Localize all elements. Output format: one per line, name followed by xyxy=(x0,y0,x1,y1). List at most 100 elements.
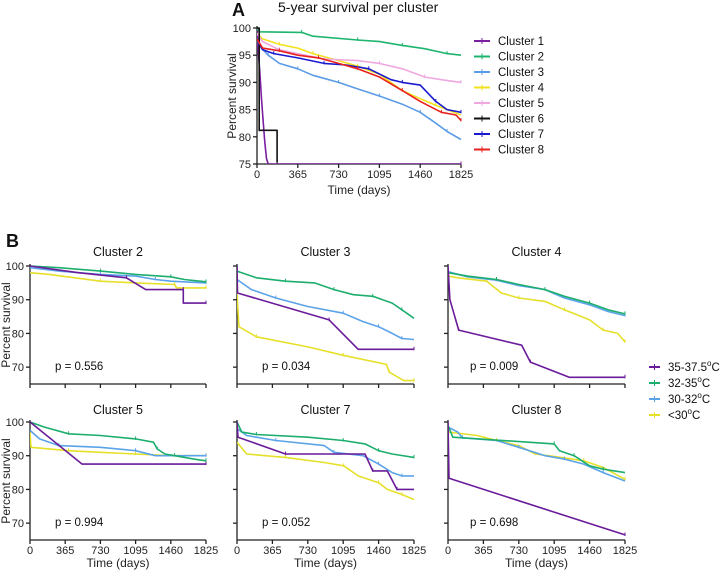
x-tick-label: 0 xyxy=(445,545,451,557)
series-line-35-37-5-c xyxy=(448,265,625,379)
y-tick-label: 75 xyxy=(239,159,251,171)
legend-label: <30oC xyxy=(668,407,700,422)
x-axis-title: Time (days) xyxy=(87,556,150,570)
series-line-30-32-c xyxy=(448,270,626,317)
x-tick-label: 1825 xyxy=(449,169,473,181)
x-tick-label: 1825 xyxy=(613,545,637,557)
x-tick-label: 365 xyxy=(289,169,307,181)
series-line-32-35-c xyxy=(237,421,415,459)
legend-label: 35-37.5oC xyxy=(668,359,720,374)
legend-label-degree: o xyxy=(688,407,693,416)
series-line--30-c xyxy=(448,275,626,343)
series-line-35-37-5-c xyxy=(237,421,414,491)
y-tick-label: 100 xyxy=(233,23,251,35)
x-tick-label: 1460 xyxy=(159,545,183,557)
series-line-30-32-c xyxy=(30,429,206,457)
x-tick-label: 365 xyxy=(56,545,74,557)
x-tick-label: 1095 xyxy=(367,169,391,181)
series-line-32-35-c xyxy=(237,270,415,319)
panel-title: Cluster 8 xyxy=(511,403,561,417)
legend-label: Cluster 5 xyxy=(498,98,544,110)
series-line-30-32-c xyxy=(237,278,415,341)
chart-panel-A: A 5-year survival per cluster 0 365 730 1095 1… xyxy=(225,0,545,197)
x-tick-label: 1825 xyxy=(402,545,426,557)
series-line-30-32-c xyxy=(448,426,626,482)
y-tick-label: 95 xyxy=(239,50,251,62)
panel-title: Cluster 7 xyxy=(300,403,350,417)
chart-panel-B-cluster7: Cluster 7 0 365 730 1095 1460 1825 Time (days) p… xyxy=(233,403,426,570)
legend-label-degree: o xyxy=(697,375,702,384)
series-line-32-35-c xyxy=(30,265,207,283)
x-axis-title: Time (days) xyxy=(505,556,568,570)
x-tick-label: 1460 xyxy=(366,545,390,557)
p-value: p = 0.034 xyxy=(262,361,311,373)
x-tick-label: 365 xyxy=(263,545,281,557)
x-tick-label: 1825 xyxy=(194,545,218,557)
p-value: p = 0.556 xyxy=(55,361,103,373)
series-line-cluster-3 xyxy=(257,38,462,141)
series-line-35-37-5-c xyxy=(30,421,206,465)
series-line--30-c xyxy=(237,441,415,501)
series-line-cluster-5 xyxy=(257,32,462,84)
panel-title: Cluster 2 xyxy=(93,245,143,259)
legend-label-base: 35-37.5 xyxy=(668,362,707,374)
chart-panel-B-cluster4: Cluster 4 p = 0.009 xyxy=(444,245,626,388)
panel-title: Cluster 5 xyxy=(93,403,143,417)
legend-label-unit: C xyxy=(692,410,700,422)
x-axis-title: Time (days) xyxy=(294,556,357,570)
chart-panel-B-cluster8: Cluster 8 0 365 730 1095 1460 1825 Time (days) p… xyxy=(444,403,637,570)
legend-label: Cluster 2 xyxy=(498,52,544,64)
y-tick-label: 80 xyxy=(239,132,251,144)
legend-label: Cluster 6 xyxy=(498,114,544,126)
chart-title: 5-year survival per cluster xyxy=(278,0,439,15)
legend-label: Cluster 7 xyxy=(498,129,544,141)
y-tick-label: 70 xyxy=(12,518,24,530)
legend-label-base: 32-35 xyxy=(668,378,697,390)
series-line-35-37-5-c xyxy=(448,421,626,536)
x-tick-label: 730 xyxy=(329,169,347,181)
legend-label-degree: o xyxy=(707,359,712,368)
x-tick-label: 730 xyxy=(299,545,317,557)
legend-label: Cluster 4 xyxy=(498,83,545,95)
panel-title: Cluster 3 xyxy=(300,245,350,259)
y-axis-title: Percent survival xyxy=(0,438,13,523)
x-tick-label: 730 xyxy=(510,545,528,557)
series-line-cluster-2 xyxy=(257,27,462,56)
x-tick-label: 1095 xyxy=(331,545,355,557)
panel-letter: B xyxy=(6,231,19,251)
legend-label-unit: C xyxy=(711,362,719,374)
chart-panel-B-cluster5: Cluster 5 0 365 730 1095 1460 1825 70 80 90 100 Tim… xyxy=(0,403,218,570)
chart-panel-B-cluster3: Cluster 3 p = 0.034 xyxy=(233,245,415,388)
legend-label-base: <30 xyxy=(668,410,688,422)
legend-label-unit: C xyxy=(702,378,710,390)
series-line-32-35-c xyxy=(448,425,626,474)
x-tick-label: 1460 xyxy=(408,169,432,181)
legend-label: 30-32oC xyxy=(668,391,710,406)
series-line-cluster-4 xyxy=(257,32,462,116)
x-axis-title: Time (days) xyxy=(328,183,391,197)
series-line-30-32-c xyxy=(30,266,207,284)
legend-label: Cluster 8 xyxy=(498,145,544,157)
y-tick-label: 85 xyxy=(239,105,251,117)
panel-title: Cluster 4 xyxy=(511,245,561,259)
legend-label-base: 30-32 xyxy=(668,394,697,406)
y-tick-label: 70 xyxy=(12,362,24,374)
y-tick-label: 100 xyxy=(6,261,24,273)
p-value: p = 0.994 xyxy=(55,517,104,529)
x-tick-label: 1095 xyxy=(123,545,147,557)
legend-label-unit: C xyxy=(702,394,710,406)
legend-label: Cluster 1 xyxy=(498,36,544,48)
series-line-32-35-c xyxy=(30,421,207,462)
x-tick-label: 0 xyxy=(27,545,33,557)
y-tick-label: 90 xyxy=(12,295,24,307)
legend-label: 32-35oC xyxy=(668,375,710,390)
x-tick-label: 1095 xyxy=(542,545,566,557)
series-line-35-37-5-c xyxy=(30,265,206,304)
y-tick-label: 90 xyxy=(12,451,24,463)
y-tick-label: 80 xyxy=(12,484,24,496)
p-value: p = 0.052 xyxy=(262,517,310,529)
legend-label-degree: o xyxy=(697,391,702,400)
p-value: p = 0.009 xyxy=(470,361,518,373)
x-tick-label: 365 xyxy=(474,545,492,557)
